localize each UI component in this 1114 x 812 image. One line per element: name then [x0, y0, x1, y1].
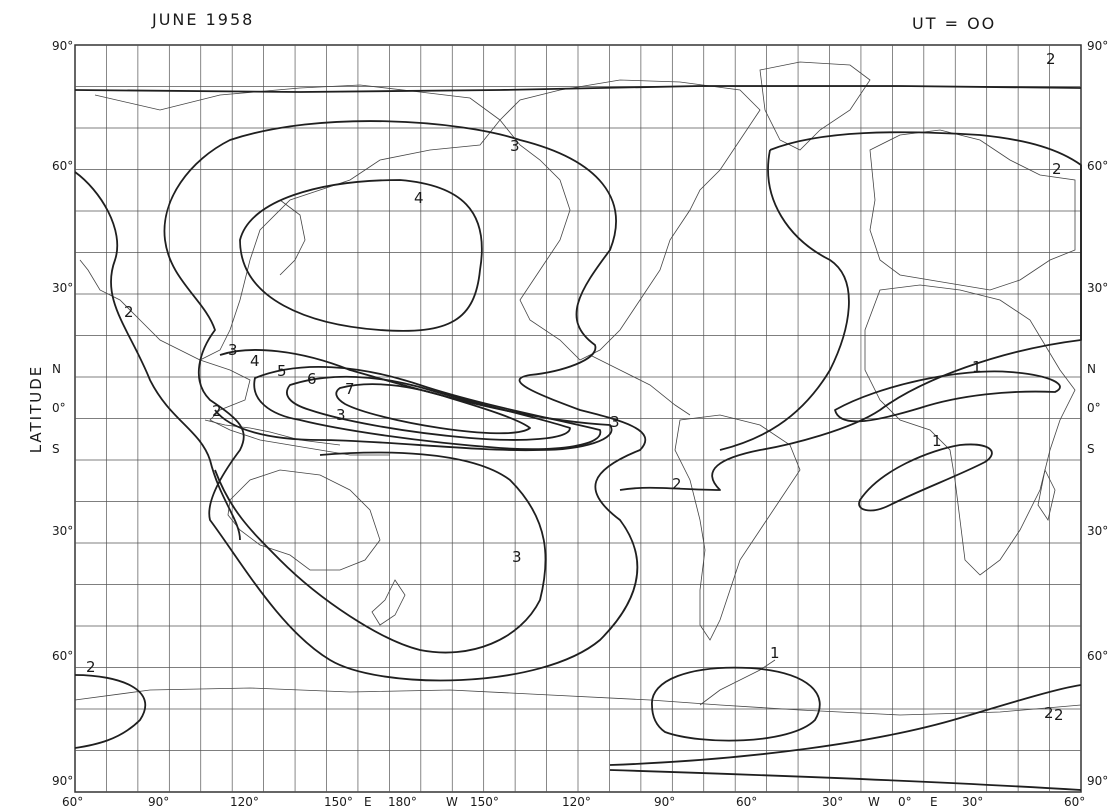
contour-2-top — [74, 85, 1082, 93]
lat-tick-left: S — [52, 442, 60, 456]
contour-value-label: 2 — [1052, 160, 1062, 178]
lat-tick-right: 60° — [1087, 159, 1108, 173]
coast-indonesia — [204, 419, 341, 446]
ut-label: UT = OO — [912, 14, 997, 33]
contour-value-label: 3 — [336, 406, 346, 424]
lon-tick: 30° — [962, 795, 983, 809]
contour-value-label: 6 — [307, 370, 317, 388]
contour-2-southeast — [609, 684, 1082, 766]
contour-4 — [239, 179, 483, 332]
lat-tick-left: 90° — [52, 774, 73, 788]
coast-central-america — [589, 354, 691, 416]
contour-6 — [286, 375, 571, 441]
lon-tick: 60° — [62, 795, 83, 809]
contour-2-southwest — [74, 674, 147, 749]
coast-japan — [279, 199, 306, 276]
lon-tick: 180° — [388, 795, 417, 809]
latitude-labels: 90° 90° 60° 60° 30° 30° N N 0° 0° S S 30° 30° 60° 60° 90… — [52, 39, 1108, 788]
contour-3-pacific — [163, 120, 647, 682]
contour-value-label: 2 — [212, 402, 222, 420]
coast-north-america — [499, 79, 761, 361]
lat-tick-right: 30° — [1087, 524, 1108, 538]
contour-2-atlantic-upper — [719, 149, 850, 451]
lon-tick: 90° — [654, 795, 675, 809]
longitude-labels: 60° 90° 120° 150° E 180° W 150° 120° 90° 60° 30° W 0°… — [62, 795, 1085, 809]
lat-tick-right: S — [1087, 442, 1095, 456]
contour-value-label: 2 — [1054, 706, 1064, 724]
coast-south-america — [674, 414, 801, 641]
contour-lines — [74, 85, 1082, 791]
contour-value-label: 2 — [86, 658, 96, 676]
contour-5 — [253, 366, 602, 450]
lat-tick-left: 30° — [52, 524, 73, 538]
contour-value-label: 1 — [932, 432, 942, 450]
lon-tick: W — [446, 795, 458, 809]
lon-tick: E — [364, 795, 372, 809]
contour-value-label: 3 — [228, 341, 238, 359]
lat-tick-left: 90° — [52, 39, 73, 53]
chart-title: JUNE 1958 — [152, 10, 255, 29]
contour-value-label: 2 — [672, 475, 682, 493]
coast-greenland — [759, 61, 871, 151]
contour-value-label: 3 — [610, 413, 620, 431]
contour-2-west — [74, 171, 241, 541]
lat-tick-left: 60° — [52, 159, 73, 173]
contour-value-label: 2 — [1044, 704, 1054, 722]
lon-tick: W — [868, 795, 880, 809]
contour-value-label: 5 — [277, 362, 287, 380]
lat-tick-left: N — [52, 362, 61, 376]
contour-2-southeast-lower — [609, 769, 1082, 791]
lat-tick-left: 30° — [52, 281, 73, 295]
coast-new-zealand — [371, 579, 406, 626]
lat-tick-left: 60° — [52, 649, 73, 663]
contour-value-label: 4 — [250, 352, 260, 370]
contour-value-label: 3 — [512, 548, 522, 566]
lat-tick-right: 90° — [1087, 39, 1108, 53]
continent-outlines — [74, 61, 1082, 716]
contour-value-label: 1 — [770, 644, 780, 662]
contour-value-label: 3 — [510, 137, 520, 155]
lon-tick: 120° — [562, 795, 591, 809]
lat-tick-right: 0° — [1087, 401, 1101, 415]
contour-7 — [335, 383, 531, 435]
contour-1-africa-north — [834, 370, 1061, 423]
lat-tick-left: 0° — [52, 401, 66, 415]
lon-tick: 150° — [324, 795, 353, 809]
coast-europe — [869, 129, 1076, 291]
contour-1-south-atlantic — [651, 666, 821, 742]
contour-value-label: 7 — [345, 380, 355, 398]
contour-value-label: 4 — [414, 189, 424, 207]
lon-tick: 30° — [822, 795, 843, 809]
lat-lon-grid — [75, 45, 1081, 792]
lon-tick: 90° — [148, 795, 169, 809]
lat-tick-right: N — [1087, 362, 1096, 376]
lon-tick: 150° — [470, 795, 499, 809]
contour-value-label: 1 — [972, 358, 982, 376]
contour-3-south — [214, 451, 547, 654]
lon-tick: 120° — [230, 795, 259, 809]
contour-1-africa-south — [858, 443, 993, 512]
coast-asia-north — [79, 84, 501, 361]
coast-madagascar — [1037, 468, 1056, 521]
contour-value-label: 2 — [124, 303, 134, 321]
coast-antarctic-peninsula — [699, 659, 776, 706]
contour-value-label: 2 — [1046, 50, 1056, 68]
coast-australia — [227, 469, 381, 571]
lon-tick: 0° — [898, 795, 912, 809]
lat-tick-right: 30° — [1087, 281, 1108, 295]
lat-tick-right: 60° — [1087, 649, 1108, 663]
contour-2-atlantic — [619, 131, 1082, 491]
coast-antarctica — [74, 687, 1082, 716]
coast-africa — [864, 284, 1076, 576]
lon-tick: E — [930, 795, 938, 809]
lat-tick-right: 90° — [1087, 774, 1108, 788]
lon-tick: 60° — [736, 795, 757, 809]
lon-tick: 60° — [1064, 795, 1085, 809]
coast-southeast-asia — [199, 359, 390, 456]
